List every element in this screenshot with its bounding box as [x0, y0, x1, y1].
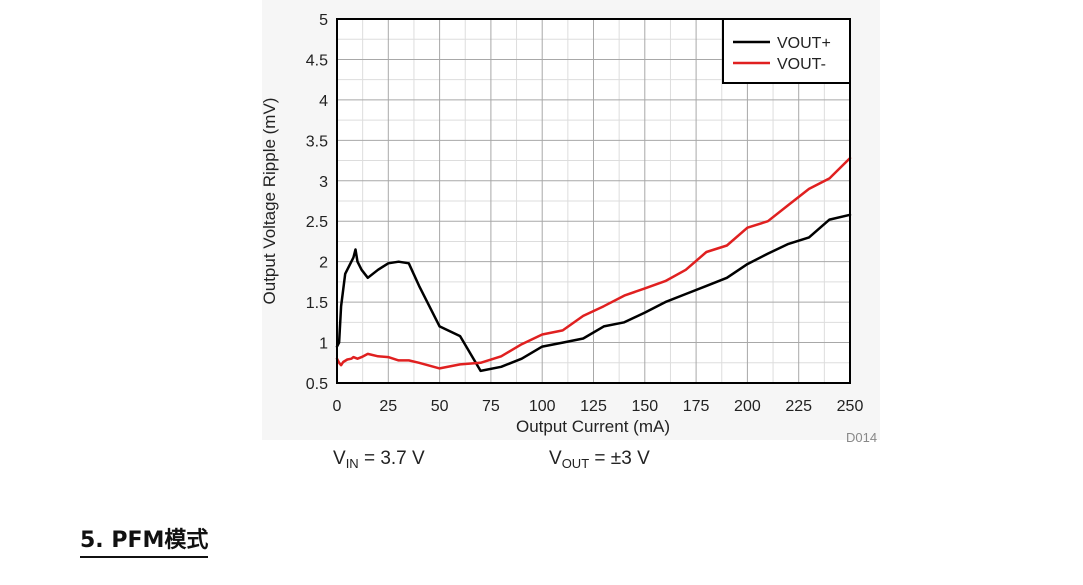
legend-label-vout-minus: VOUT- — [777, 56, 826, 73]
x-tick-label: 225 — [785, 398, 812, 415]
y-tick-label: 0.5 — [306, 376, 328, 393]
series-line-vout-plus — [335, 213, 852, 373]
x-tick-label: 25 — [379, 398, 397, 415]
legend-box — [722, 18, 851, 84]
y-axis-title: Output Voltage Ripple (mV) — [260, 98, 279, 305]
x-tick-label: 75 — [482, 398, 500, 415]
series-line-vout-minus — [335, 156, 852, 370]
y-tick-label: 5 — [319, 12, 328, 29]
x-tick-label: 150 — [631, 398, 658, 415]
x-tick-label: 0 — [333, 398, 342, 415]
x-tick-label: 50 — [431, 398, 449, 415]
vin-symbol: V — [333, 448, 346, 469]
x-tick-label: 175 — [683, 398, 710, 415]
legend-label-vout-plus: VOUT+ — [777, 35, 831, 52]
legend: VOUT+ VOUT- — [722, 18, 851, 84]
x-axis-title: Output Current (mA) — [516, 417, 670, 436]
y-tick-labels: 0.5 1 1.5 2 2.5 3 3.5 4 4.5 5 — [306, 12, 328, 393]
x-tick-label: 200 — [734, 398, 761, 415]
y-tick-label: 1 — [319, 336, 328, 353]
x-tick-label: 125 — [580, 398, 607, 415]
plot-frame — [336, 18, 851, 384]
y-tick-label: 2 — [319, 255, 328, 272]
y-tick-label: 3.5 — [306, 133, 328, 150]
section-heading: 5. PFM模式 — [80, 522, 209, 558]
vout-condition: VOUT = ±3 V — [549, 448, 650, 471]
series-layer — [335, 156, 852, 373]
figure-id: D014 — [846, 430, 877, 445]
vout-value: = ±3 V — [589, 448, 650, 469]
y-tick-label: 3 — [319, 174, 328, 191]
vout-symbol: V — [549, 448, 562, 469]
vout-subscript: OUT — [561, 456, 590, 471]
x-tick-labels: 0 25 50 75 100 125 150 175 200 225 250 — [333, 398, 864, 415]
vin-subscript: IN — [345, 456, 359, 471]
x-tick-label: 100 — [529, 398, 556, 415]
y-tick-label: 4 — [319, 93, 328, 110]
y-tick-label: 2.5 — [306, 214, 328, 231]
y-tick-label: 4.5 — [306, 52, 328, 69]
vin-condition: VIN = 3.7 V — [333, 448, 425, 471]
x-tick-label: 250 — [837, 398, 864, 415]
y-tick-label: 1.5 — [306, 295, 328, 312]
vin-value: = 3.7 V — [358, 448, 425, 469]
